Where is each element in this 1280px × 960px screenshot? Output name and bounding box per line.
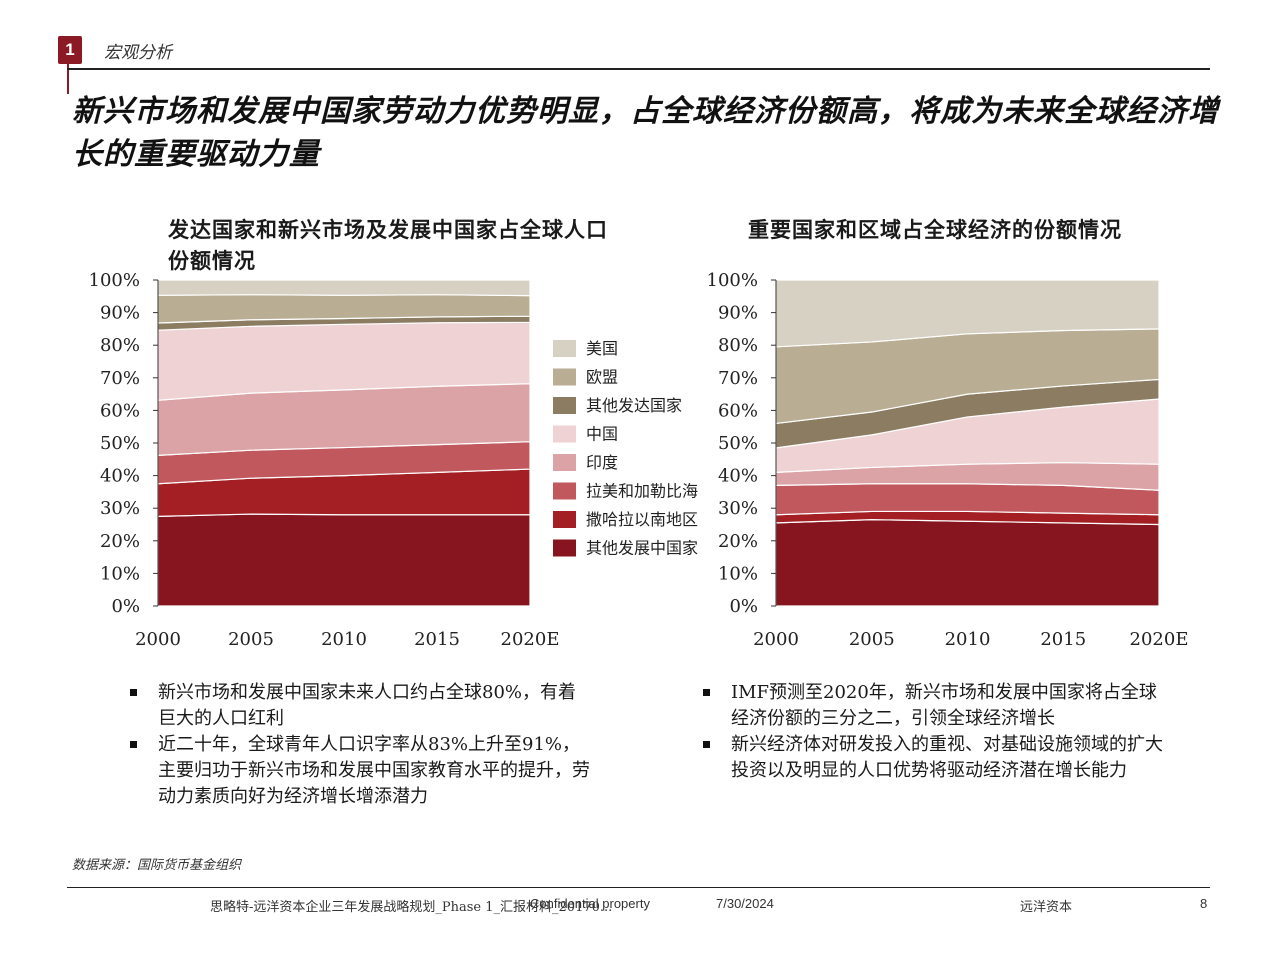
economy-y-tick-label: 0%	[729, 596, 758, 617]
footer-confidential: Confidential property	[530, 896, 650, 911]
footer-date: 7/30/2024	[716, 896, 774, 911]
population-y-tick-label: 10%	[100, 563, 140, 584]
legend-swatch	[553, 397, 576, 414]
economy-y-tick-label: 10%	[718, 563, 758, 584]
economy-y-tick-label: 40%	[718, 466, 758, 487]
legend-swatch	[553, 340, 576, 357]
right-bullet-text: IMF预测至2020年，新兴市场和发展中国家将占全球经济份额的三分之二，引领全球…	[731, 682, 1157, 729]
legend-swatch	[553, 368, 576, 386]
legend-swatch	[553, 482, 576, 500]
charts-canvas: 0% 10% 20% 30% 40% 50% 60% 70% 80% 90% 100% 2000 200…	[89, 270, 1189, 650]
footer-company: 远洋资本	[1020, 900, 1073, 915]
population-y-tick-label: 50%	[100, 433, 140, 454]
right-bullet-item: 新兴经济体对研发投入的重视、对基础设施领域的扩大投资以及明显的人口优势将驱动经济…	[703, 732, 1173, 784]
economy-y-tick-label: 50%	[718, 433, 758, 454]
population-y-tick-label: 90%	[100, 303, 140, 324]
right-bullet-item: IMF预测至2020年，新兴市场和发展中国家将占全球经济份额的三分之二，引领全球…	[703, 680, 1173, 732]
population-y-tick-label: 80%	[100, 335, 140, 356]
economy-area-美国	[775, 279, 1160, 348]
population-y-tick-label: 20%	[100, 531, 140, 552]
economy-y-tick-label: 100%	[707, 270, 758, 291]
section-number-badge: 1	[58, 36, 82, 64]
legend-label: 中国	[586, 425, 618, 444]
left-bullet-item: 新兴市场和发展中国家未来人口约占全球80%，有着巨大的人口红利	[130, 680, 590, 732]
legend-label: 拉美和加勒比海	[586, 482, 698, 501]
population-y-tick-label: 40%	[100, 466, 140, 487]
legend-label: 欧盟	[586, 368, 618, 387]
population-x-tick-label: 2020E	[501, 629, 560, 650]
bullet-square-icon	[703, 741, 710, 748]
legend-label: 撒哈拉以南地区	[586, 510, 698, 529]
population-y-tick-label: 30%	[100, 498, 140, 519]
population-area-美国	[157, 279, 531, 297]
section-accent-line	[67, 64, 69, 94]
population-chart-title: 发达国家和新兴市场及发展中国家占全球人口份额情况	[168, 217, 608, 273]
population-x-tick-label: 2010	[321, 629, 367, 650]
population-x-tick-label: 2015	[414, 629, 460, 650]
bullet-square-icon	[703, 689, 710, 696]
legend-swatch	[553, 539, 576, 557]
legend-swatch	[553, 454, 576, 471]
population-y-tick-label: 70%	[100, 368, 140, 389]
page-number: 8	[1200, 896, 1208, 911]
population-y-tick-label: 100%	[89, 270, 140, 291]
economy-x-tick-label: 2010	[945, 629, 991, 650]
economy-y-tick-label: 30%	[718, 498, 758, 519]
legend-label: 其他发达国家	[586, 396, 682, 415]
legend-swatch	[553, 511, 576, 528]
economy-y-tick-label: 60%	[718, 400, 758, 421]
population-area-其他发展中国家	[157, 513, 531, 607]
legend-label: 印度	[586, 453, 618, 472]
population-x-tick-label: 2005	[228, 629, 274, 650]
right-bullet-text: 新兴经济体对研发投入的重视、对基础设施领域的扩大投资以及明显的人口优势将驱动经济…	[731, 734, 1163, 781]
economy-y-tick-label: 20%	[718, 531, 758, 552]
population-x-tick-label: 2000	[135, 629, 181, 650]
slide-headline: 新兴市场和发展中国家劳动力优势明显，占全球经济份额高，将成为未来全球经济增长的重…	[72, 94, 1219, 172]
economy-x-tick-label: 2015	[1040, 629, 1086, 650]
economy-y-tick-label: 90%	[718, 303, 758, 324]
economy-area-其他发展中国家	[775, 519, 1160, 607]
population-y-tick-label: 60%	[100, 400, 140, 421]
economy-chart-title: 重要国家和区域占全球经济的份额情况	[748, 217, 1122, 242]
economy-y-tick-label: 70%	[718, 368, 758, 389]
economy-x-tick-label: 2005	[849, 629, 895, 650]
economy-x-tick-label: 2020E	[1130, 629, 1189, 650]
section-label: 宏观分析	[104, 43, 172, 63]
bullet-square-icon	[130, 689, 137, 696]
economy-y-tick-label: 80%	[718, 335, 758, 356]
bullet-square-icon	[130, 741, 137, 748]
footer-divider	[67, 887, 1210, 888]
footer-document-name: 思略特-远洋资本企业三年发展战略规划_Phase 1_汇报材料_20170...	[210, 900, 613, 915]
legend-label: 其他发展中国家	[586, 539, 698, 558]
legend-swatch	[553, 425, 576, 443]
left-bullet-list: 新兴市场和发展中国家未来人口约占全球80%，有着巨大的人口红利 近二十年，全球青…	[130, 680, 590, 810]
left-bullet-text: 近二十年，全球青年人口识字率从83%上升至91%，主要归功于新兴市场和发展中国家…	[158, 734, 590, 807]
header-divider	[67, 68, 1210, 70]
legend-label: 美国	[586, 339, 618, 358]
population-y-tick-label: 0%	[111, 596, 140, 617]
economy-area-拉美和加勒比海	[775, 483, 1160, 516]
left-bullet-item: 近二十年，全球青年人口识字率从83%上升至91%，主要归功于新兴市场和发展中国家…	[130, 732, 590, 810]
right-bullet-list: IMF预测至2020年，新兴市场和发展中国家将占全球经济份额的三分之二，引领全球…	[703, 680, 1173, 784]
data-source-note: 数据来源：国际货币基金组织	[72, 858, 242, 873]
economy-x-tick-label: 2000	[753, 629, 799, 650]
left-bullet-text: 新兴市场和发展中国家未来人口约占全球80%，有着巨大的人口红利	[158, 682, 577, 729]
